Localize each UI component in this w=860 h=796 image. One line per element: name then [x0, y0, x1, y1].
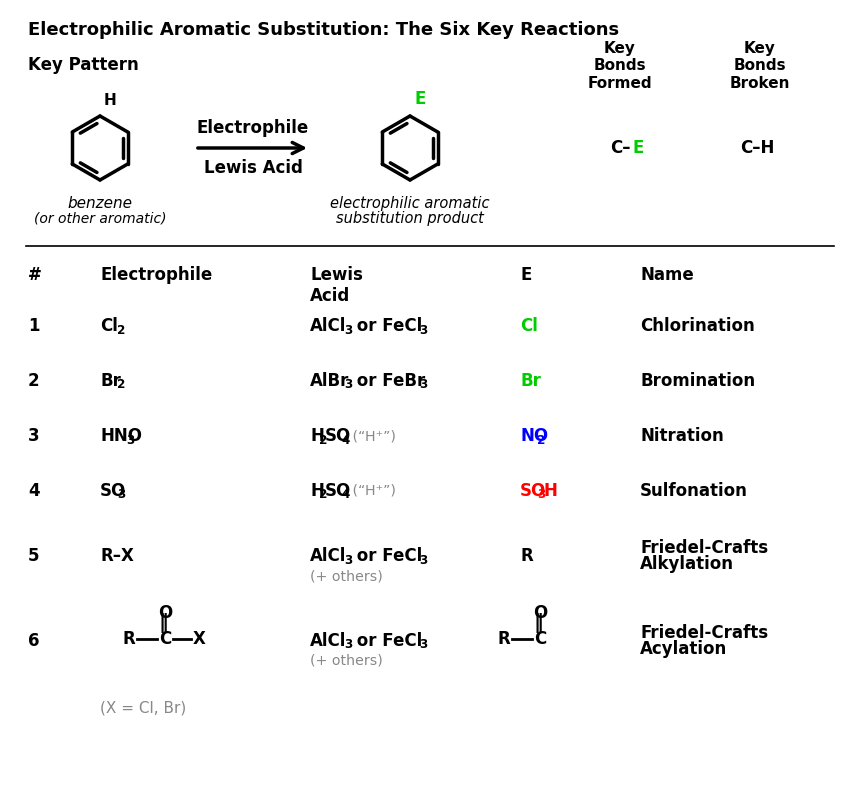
- Text: 2: 2: [28, 372, 40, 390]
- Text: 4: 4: [28, 482, 40, 500]
- Text: Sulfonation: Sulfonation: [640, 482, 748, 500]
- Text: 3: 3: [345, 323, 353, 337]
- Text: 3: 3: [126, 434, 134, 447]
- Text: electrophilic aromatic: electrophilic aromatic: [330, 196, 489, 211]
- Text: ‖: ‖: [158, 613, 168, 633]
- Text: Br: Br: [100, 372, 121, 390]
- Text: 3: 3: [538, 489, 545, 501]
- Text: 3: 3: [345, 553, 353, 567]
- Text: 5: 5: [28, 547, 40, 565]
- Text: E: E: [520, 266, 531, 284]
- Text: 4: 4: [342, 434, 350, 447]
- Text: benzene: benzene: [67, 196, 132, 211]
- Text: E: E: [632, 139, 643, 157]
- Text: Key
Bonds
Formed: Key Bonds Formed: [587, 41, 653, 91]
- Text: O: O: [158, 604, 172, 622]
- Text: AlBr: AlBr: [310, 372, 349, 390]
- Text: 2: 2: [117, 323, 126, 337]
- Text: HNO: HNO: [100, 427, 142, 445]
- Text: or FeBr: or FeBr: [351, 372, 425, 390]
- Text: Br: Br: [520, 372, 541, 390]
- Text: Lewis Acid: Lewis Acid: [204, 159, 303, 177]
- Text: R–X: R–X: [100, 547, 134, 565]
- Text: #: #: [28, 266, 42, 284]
- Text: O: O: [533, 604, 547, 622]
- Text: 3: 3: [420, 553, 428, 567]
- Text: 1: 1: [28, 317, 40, 335]
- Text: R: R: [497, 630, 510, 648]
- Text: Chlorination: Chlorination: [640, 317, 755, 335]
- Text: Friedel-Crafts: Friedel-Crafts: [640, 624, 768, 642]
- Text: 3: 3: [345, 638, 353, 651]
- Text: 2: 2: [117, 379, 126, 392]
- Text: SO: SO: [100, 482, 126, 500]
- Text: or FeCl: or FeCl: [351, 317, 421, 335]
- Text: substitution product: substitution product: [336, 211, 484, 226]
- Text: 3: 3: [420, 638, 428, 651]
- Text: C: C: [534, 630, 546, 648]
- Text: Electrophilic Aromatic Substitution: The Six Key Reactions: Electrophilic Aromatic Substitution: The…: [28, 21, 619, 39]
- Text: R: R: [122, 630, 135, 648]
- Text: Name: Name: [640, 266, 694, 284]
- Text: H: H: [544, 482, 557, 500]
- Text: AlCl: AlCl: [310, 547, 347, 565]
- Text: Alkylation: Alkylation: [640, 555, 734, 573]
- Text: AlCl: AlCl: [310, 632, 347, 650]
- Text: Electrophile: Electrophile: [197, 119, 309, 137]
- Text: SO: SO: [520, 482, 546, 500]
- Text: Friedel-Crafts: Friedel-Crafts: [640, 539, 768, 557]
- Text: (+ others): (+ others): [310, 569, 383, 583]
- Text: 4: 4: [342, 489, 350, 501]
- Text: R: R: [520, 547, 532, 565]
- Text: NO: NO: [520, 427, 548, 445]
- Text: C–H: C–H: [740, 139, 774, 157]
- Text: 3: 3: [117, 489, 126, 501]
- Text: (“H⁺”): (“H⁺”): [348, 429, 396, 443]
- Text: SO: SO: [324, 427, 351, 445]
- Text: X: X: [193, 630, 206, 648]
- Text: 3: 3: [345, 379, 353, 392]
- Text: (+ others): (+ others): [310, 654, 383, 668]
- Text: Bromination: Bromination: [640, 372, 755, 390]
- Text: Nitration: Nitration: [640, 427, 724, 445]
- Text: 3: 3: [420, 323, 428, 337]
- Text: 2: 2: [538, 434, 545, 447]
- Text: C–: C–: [610, 139, 630, 157]
- Text: (X = Cl, Br): (X = Cl, Br): [100, 700, 187, 716]
- Text: Cl: Cl: [100, 317, 118, 335]
- Text: or FeCl: or FeCl: [351, 547, 421, 565]
- Text: Electrophile: Electrophile: [100, 266, 212, 284]
- Text: H: H: [310, 482, 324, 500]
- Text: 3: 3: [28, 427, 40, 445]
- Text: Cl: Cl: [520, 317, 538, 335]
- Text: Lewis
Acid: Lewis Acid: [310, 266, 363, 305]
- Text: or FeCl: or FeCl: [351, 632, 421, 650]
- Text: 6: 6: [28, 632, 40, 650]
- Text: SO: SO: [324, 482, 351, 500]
- Text: Acylation: Acylation: [640, 640, 728, 658]
- Text: Key Pattern: Key Pattern: [28, 56, 138, 74]
- Text: (“H⁺”): (“H⁺”): [348, 484, 396, 498]
- Text: AlCl: AlCl: [310, 317, 347, 335]
- Text: 3: 3: [420, 379, 428, 392]
- Text: ‖: ‖: [533, 613, 543, 633]
- Text: (or other aromatic): (or other aromatic): [34, 211, 166, 225]
- Text: 2: 2: [319, 489, 327, 501]
- Text: E: E: [414, 90, 426, 108]
- Text: C: C: [159, 630, 171, 648]
- Text: Key
Bonds
Broken: Key Bonds Broken: [730, 41, 790, 91]
- Text: H: H: [310, 427, 324, 445]
- Text: H: H: [104, 93, 117, 108]
- Text: 2: 2: [319, 434, 327, 447]
